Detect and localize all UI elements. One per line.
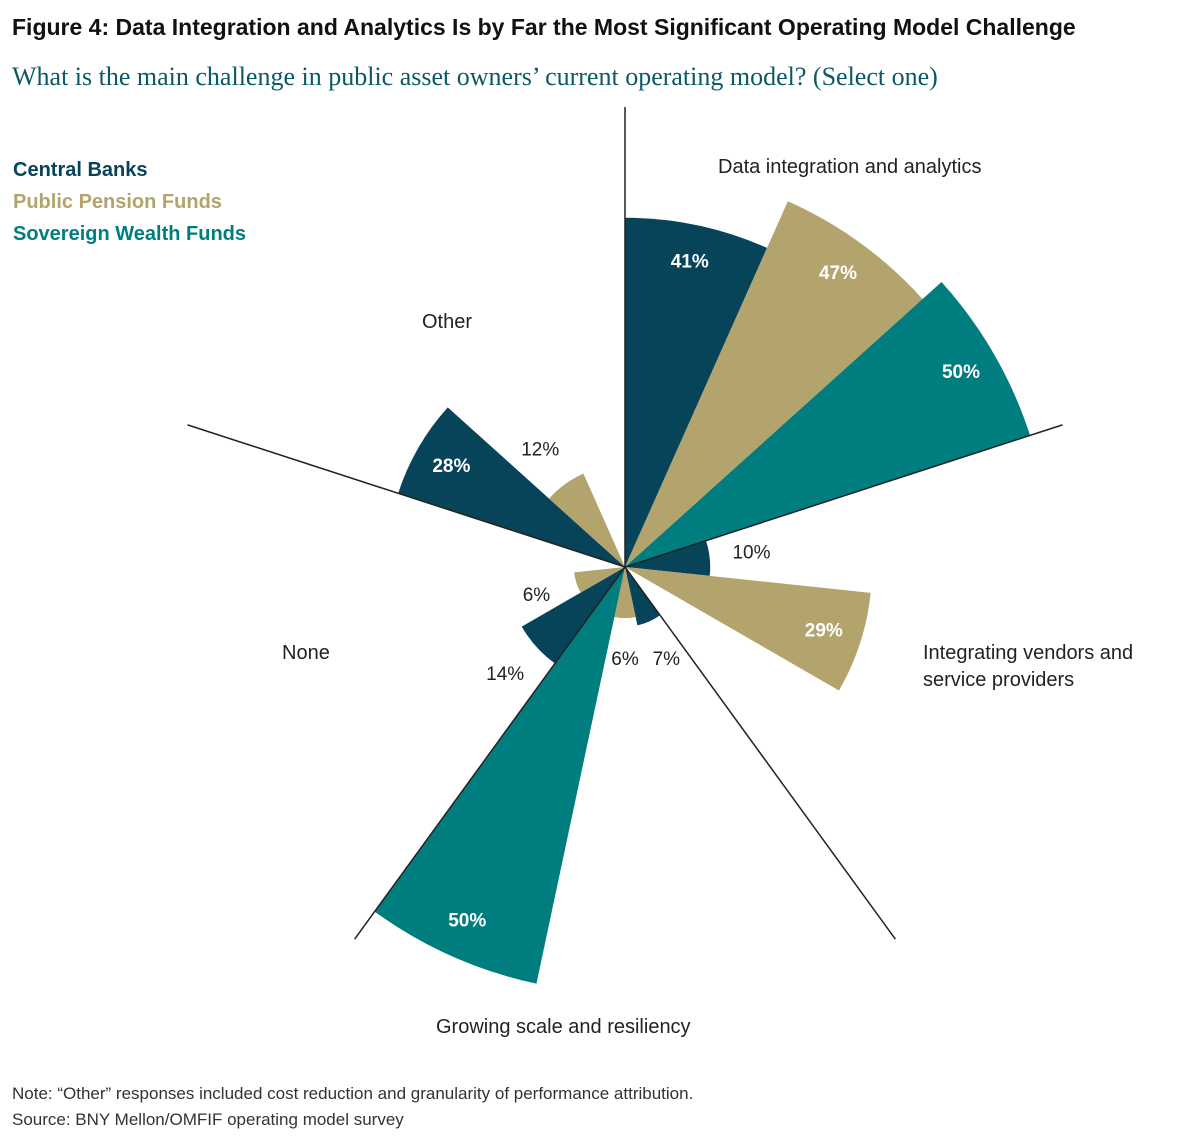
category-label: Data integration and analytics: [718, 156, 982, 178]
wedge: [398, 407, 625, 567]
category-label: None: [282, 642, 330, 664]
data-label: 10%: [732, 543, 770, 564]
axis-line: [624, 566, 896, 940]
wedge: [521, 567, 625, 664]
data-label: 50%: [448, 910, 486, 931]
note: Note: “Other” responses included cost re…: [12, 1084, 694, 1103]
category-label: Growing scale and resiliency: [436, 1016, 691, 1038]
wedge: [574, 567, 625, 593]
data-label: 7%: [653, 649, 681, 670]
data-label: 6%: [523, 585, 551, 606]
legend-entry: Central Banks: [13, 159, 148, 181]
wedge: [625, 567, 661, 626]
data-label: 6%: [611, 649, 639, 670]
wedge: [625, 540, 711, 576]
category-label: Other: [422, 311, 473, 333]
data-label: 47%: [819, 263, 857, 284]
category-label: Integrating vendors and service provider…: [923, 642, 1134, 691]
legend-entry: Sovereign Wealth Funds: [13, 223, 246, 245]
axis-line: [624, 424, 1063, 568]
legend-entry: Public Pension Funds: [13, 191, 222, 213]
data-label: 29%: [805, 621, 843, 642]
data-label: 28%: [432, 456, 470, 477]
axis-line: [187, 424, 626, 568]
chart-subtitle: What is the main challenge in public ass…: [12, 62, 938, 91]
notes: Note: “Other” responses included cost re…: [12, 1081, 693, 1133]
data-label: 14%: [486, 664, 524, 685]
wedge: [625, 201, 923, 567]
note: Source: BNY Mellon/OMFIF operating model…: [12, 1110, 404, 1129]
wedge: [549, 473, 625, 567]
wedge: [625, 281, 1031, 567]
wedge: [374, 567, 625, 984]
wedge: [625, 567, 871, 691]
legend: Central Banks Public Pension Funds Soverei…: [13, 154, 246, 250]
data-label: 41%: [671, 252, 709, 273]
wedge: [614, 567, 636, 619]
chart-title: Figure 4: Data Integration and Analytics…: [12, 14, 1076, 40]
data-label: 12%: [521, 439, 559, 460]
wedge: [625, 217, 768, 568]
axis-line: [354, 566, 626, 940]
data-label: 50%: [942, 362, 980, 383]
